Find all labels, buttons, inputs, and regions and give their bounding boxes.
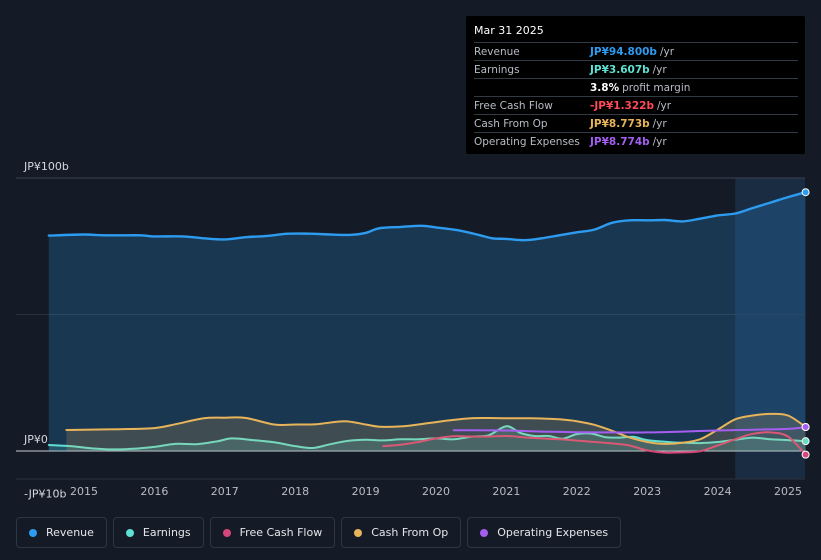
tooltip-row-free-cash-flow: Free Cash Flow -JP¥1.322b /yr xyxy=(474,97,798,115)
axis-labels: JP¥100b JP¥0 -JP¥10b 2015 2016 2017 2018 2019 20… xyxy=(23,160,802,500)
x-tick-label: 2024 xyxy=(704,485,732,498)
data-tooltip: Mar 31 2025 Revenue JP¥94.800b /yr Earni… xyxy=(466,16,805,154)
x-tick-label: 2021 xyxy=(492,485,520,498)
tooltip-unit: /yr xyxy=(652,117,667,130)
legend-dot-icon xyxy=(354,528,363,537)
y-tick-label: JP¥0 xyxy=(23,433,48,446)
tooltip-unit: /yr xyxy=(652,135,667,148)
x-tick-label: 2017 xyxy=(211,485,239,498)
tooltip-row-operating-expenses: Operating Expenses JP¥8.774b /yr xyxy=(474,133,798,150)
legend-dot-icon xyxy=(480,528,489,537)
x-tick-label: 2018 xyxy=(281,485,309,498)
legend-dot-icon xyxy=(125,528,134,537)
legend-label: Cash From Op xyxy=(371,526,449,539)
x-tick-label: 2025 xyxy=(774,485,802,498)
revenue-area xyxy=(48,192,806,451)
tooltip-date: Mar 31 2025 xyxy=(474,22,798,43)
tooltip-unit: /yr xyxy=(652,63,667,76)
tooltip-label: Operating Expenses xyxy=(474,135,580,148)
legend-label: Revenue xyxy=(46,526,94,539)
x-tick-label: 2019 xyxy=(352,485,380,498)
tooltip-label: Revenue xyxy=(474,45,520,58)
tooltip-row-profit-margin: 3.8% profit margin xyxy=(474,79,798,97)
cash-from-op-area xyxy=(66,413,806,451)
tooltip-row-earnings: Earnings JP¥3.607b /yr xyxy=(474,61,798,79)
earnings-endpoint xyxy=(801,437,810,446)
revenue-line xyxy=(47,191,807,242)
free-cash-flow-endpoint xyxy=(801,450,810,459)
tooltip-row-cash-from-op: Cash From Op JP¥8.773b /yr xyxy=(474,115,798,133)
x-tick-label: 2023 xyxy=(633,485,661,498)
tooltip-value: JP¥8.773b xyxy=(590,117,650,130)
tooltip-label: Free Cash Flow xyxy=(474,99,553,112)
tooltip-unit: /yr xyxy=(657,99,672,112)
free-cash-flow-line xyxy=(382,431,807,456)
tooltip-row-revenue: Revenue JP¥94.800b /yr xyxy=(474,43,798,61)
legend-item-free-cash-flow[interactable]: Free Cash Flow xyxy=(209,517,336,548)
tooltip-value: JP¥3.607b xyxy=(590,63,650,76)
tooltip-value: -JP¥1.322b xyxy=(590,99,654,112)
cash-from-op-line xyxy=(65,412,807,445)
legend-label: Operating Expenses xyxy=(497,526,609,539)
tooltip-unit: /yr xyxy=(659,45,675,58)
x-tick-label: 2016 xyxy=(140,485,168,498)
legend-item-operating-expenses[interactable]: Operating Expenses xyxy=(467,517,622,548)
legend-item-cash-from-op[interactable]: Cash From Op xyxy=(341,517,462,548)
legend-dot-icon xyxy=(29,528,37,537)
legend-label: Earnings xyxy=(142,526,191,539)
x-tick-label: 2015 xyxy=(70,485,98,498)
chart-legend: Revenue Earnings Free Cash Flow Cash Fro… xyxy=(16,517,622,548)
x-tick-label: 2022 xyxy=(563,485,591,498)
tooltip-label: Cash From Op xyxy=(474,117,548,130)
y-tick-label: JP¥100b xyxy=(23,160,69,173)
gridlines xyxy=(16,177,805,480)
operating-expenses-endpoint xyxy=(801,423,810,432)
x-tick-label: 2020 xyxy=(422,485,450,498)
tooltip-label: Earnings xyxy=(474,63,520,76)
legend-item-earnings[interactable]: Earnings xyxy=(112,517,204,548)
y-tick-label: -JP¥10b xyxy=(24,487,66,500)
tooltip-value: 3.8% xyxy=(590,81,620,94)
series-group xyxy=(47,188,810,459)
operating-expenses-line xyxy=(452,426,807,434)
legend-label: Free Cash Flow xyxy=(239,526,323,539)
tooltip-unit: profit margin xyxy=(622,81,691,94)
legend-dot-icon xyxy=(222,528,231,537)
tooltip-value: JP¥94.800b xyxy=(590,45,657,58)
revenue-endpoint xyxy=(801,188,810,197)
legend-item-revenue[interactable]: Revenue xyxy=(16,517,107,548)
tooltip-value: JP¥8.774b xyxy=(590,135,650,148)
